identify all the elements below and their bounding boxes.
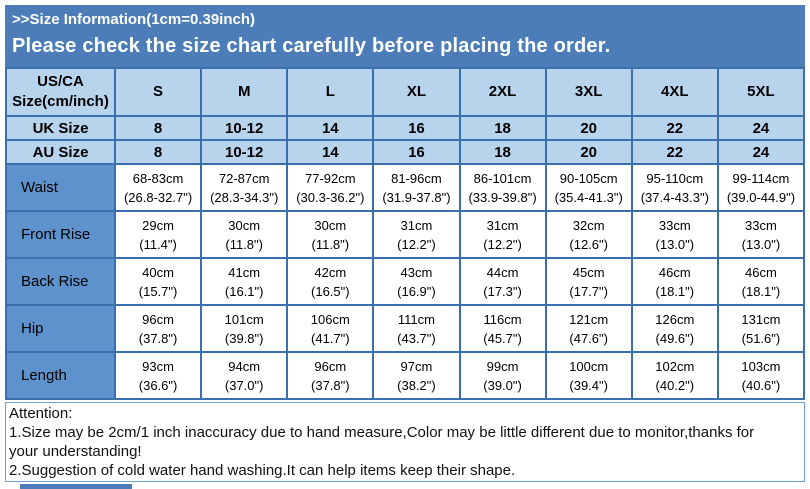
measure-cell: 40cm (15.7") <box>113 257 203 306</box>
row-label: Front Rise <box>5 210 116 259</box>
measure-cell: 97cm (38.2") <box>372 351 461 400</box>
measure-cell: 30cm (11.8") <box>200 210 289 259</box>
measure-cell: 93cm (36.6") <box>113 351 203 400</box>
measure-cell: 68-83cm (26.8-32.7") <box>113 163 203 212</box>
measure-cell: 94cm (37.0") <box>200 351 289 400</box>
measure-cell: 126cm (49.6") <box>630 304 719 353</box>
size-cell: 20 <box>544 139 633 165</box>
table-row-length: Length 93cm (36.6") 94cm (37.0") 96cm (3… <box>5 351 806 400</box>
measure-cell: 46cm (18.1") <box>630 257 719 306</box>
measure-cell: 96cm (37.8") <box>113 304 203 353</box>
size-cell: 10-12 <box>200 115 289 141</box>
measure-cell: 111cm (43.7") <box>372 304 461 353</box>
row-label: Waist <box>5 163 116 212</box>
size-header-cell: L <box>286 67 375 117</box>
attention-note-1: 1.Size may be 2cm/1 inch inaccuracy due … <box>9 424 755 460</box>
row-label: Length <box>5 351 116 400</box>
measure-cell: 41cm (16.1") <box>200 257 289 306</box>
size-cell: 14 <box>286 139 375 165</box>
measure-cell: 116cm (45.7") <box>458 304 547 353</box>
size-cell: 18 <box>458 115 547 141</box>
measure-cell: 33cm (13.0") <box>630 210 719 259</box>
size-cell: 22 <box>630 139 719 165</box>
attention-box: Attention: 1.Size may be 2cm/1 inch inac… <box>5 402 805 482</box>
measure-cell: 32cm (12.6") <box>544 210 633 259</box>
measure-cell: 99cm (39.0") <box>458 351 547 400</box>
measure-cell: 29cm (11.4") <box>113 210 203 259</box>
size-cell: 20 <box>544 115 633 141</box>
measure-cell: 44cm (17.3") <box>458 257 547 306</box>
size-header-cell: XL <box>372 67 461 117</box>
measure-cell: 31cm (12.2") <box>372 210 461 259</box>
corner-header-cell: US/CA Size(cm/inch) <box>5 67 116 117</box>
row-label: AU Size <box>5 139 116 165</box>
attention-title: Attention: <box>9 405 73 422</box>
measure-cell: 101cm (39.8") <box>200 304 289 353</box>
size-cell: 22 <box>630 115 719 141</box>
measure-cell: 86-101cm (33.9-39.8") <box>458 163 547 212</box>
size-header-cell: 3XL <box>544 67 633 117</box>
table-row-front-rise: Front Rise 29cm (11.4") 30cm (11.8") 30c… <box>5 210 806 259</box>
measure-cell: 77-92cm (30.3-36.2") <box>286 163 375 212</box>
measure-cell: 31cm (12.2") <box>458 210 547 259</box>
measure-cell: 42cm (16.5") <box>286 257 375 306</box>
measure-cell: 103cm (40.6") <box>716 351 806 400</box>
measure-cell: 90-105cm (35.4-41.3") <box>544 163 633 212</box>
table-row-au-size: AU Size 8 10-12 14 16 18 20 22 24 <box>5 139 806 165</box>
size-info-title: >>Size Information(1cm=0.39inch) <box>12 11 255 28</box>
size-header-cell: 4XL <box>630 67 719 117</box>
size-chart-table: US/CA Size(cm/inch) S M L XL 2XL 3XL 4XL… <box>5 67 806 400</box>
size-cell: 8 <box>113 139 203 165</box>
size-header-cell: S <box>113 67 203 117</box>
size-header-cell: 2XL <box>458 67 547 117</box>
measure-cell: 121cm (47.6") <box>544 304 633 353</box>
size-info-banner: >>Size Information(1cm=0.39inch) Please … <box>5 5 805 67</box>
measure-cell: 43cm (16.9") <box>372 257 461 306</box>
measure-cell: 99-114cm (39.0-44.9") <box>716 163 806 212</box>
measure-cell: 102cm (40.2") <box>630 351 719 400</box>
row-label: UK Size <box>5 115 116 141</box>
table-header-row: US/CA Size(cm/inch) S M L XL 2XL 3XL 4XL… <box>5 67 806 117</box>
table-row-waist: Waist 68-83cm (26.8-32.7") 72-87cm (28.3… <box>5 163 806 212</box>
row-label: Back Rise <box>5 257 116 306</box>
measure-cell: 33cm (13.0") <box>716 210 806 259</box>
table-row-uk-size: UK Size 8 10-12 14 16 18 20 22 24 <box>5 115 806 141</box>
size-cell: 14 <box>286 115 375 141</box>
size-cell: 8 <box>113 115 203 141</box>
size-cell: 18 <box>458 139 547 165</box>
measure-cell: 30cm (11.8") <box>286 210 375 259</box>
table-row-back-rise: Back Rise 40cm (15.7") 41cm (16.1") 42cm… <box>5 257 806 306</box>
measure-cell: 131cm (51.6") <box>716 304 806 353</box>
measure-cell: 46cm (18.1") <box>716 257 806 306</box>
measure-cell: 72-87cm (28.3-34.3") <box>200 163 289 212</box>
measure-cell: 100cm (39.4") <box>544 351 633 400</box>
table-row-hip: Hip 96cm (37.8") 101cm (39.8") 106cm (41… <box>5 304 806 353</box>
size-cell: 16 <box>372 139 461 165</box>
measure-cell: 106cm (41.7") <box>286 304 375 353</box>
measure-cell: 45cm (17.7") <box>544 257 633 306</box>
size-cell: 16 <box>372 115 461 141</box>
size-cell: 24 <box>716 115 806 141</box>
measure-cell: 96cm (37.8") <box>286 351 375 400</box>
size-chart-notice: Please check the size chart carefully be… <box>12 35 611 57</box>
size-cell: 24 <box>716 139 806 165</box>
attention-note-2: 2.Suggestion of cold water hand washing.… <box>9 462 516 479</box>
row-label: Hip <box>5 304 116 353</box>
size-header-cell: M <box>200 67 289 117</box>
size-header-cell: 5XL <box>716 67 806 117</box>
measure-cell: 81-96cm (31.9-37.8") <box>372 163 461 212</box>
size-cell: 10-12 <box>200 139 289 165</box>
measure-cell: 95-110cm (37.4-43.3") <box>630 163 719 212</box>
